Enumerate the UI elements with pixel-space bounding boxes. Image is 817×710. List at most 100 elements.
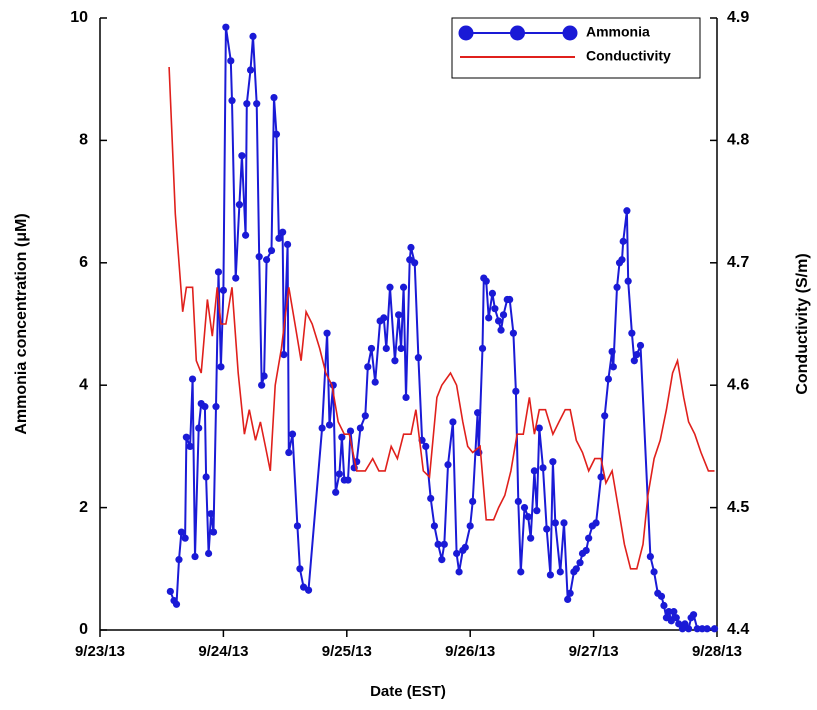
data-point (166, 587, 174, 596)
data-point (391, 357, 399, 365)
data-point (422, 442, 430, 450)
data-point (576, 559, 584, 567)
data-point (582, 546, 590, 555)
y-tick-label: 4 (79, 376, 88, 393)
data-point (260, 372, 268, 380)
data-point (535, 424, 543, 432)
data-point (672, 614, 680, 622)
data-point (609, 363, 617, 371)
data-point (188, 375, 197, 383)
data-point (332, 488, 340, 496)
data-point (279, 228, 287, 236)
data-point (177, 528, 186, 536)
data-point (657, 592, 666, 600)
y2-tick-label: 4.6 (727, 376, 749, 393)
data-point (275, 234, 283, 242)
data-point (556, 568, 564, 576)
data-point (182, 433, 190, 441)
data-point (592, 519, 600, 527)
data-point (204, 549, 213, 558)
data-point (517, 568, 525, 576)
data-point (660, 601, 668, 610)
data-point (227, 57, 235, 65)
data-point (285, 448, 293, 457)
data-point (478, 344, 487, 353)
data-point (689, 611, 698, 619)
y-tick-label: 0 (79, 621, 88, 638)
data-point (560, 519, 568, 527)
data-point (195, 424, 203, 432)
data-point (665, 608, 673, 616)
data-point (444, 461, 452, 469)
data-point (698, 625, 706, 633)
data-point (386, 283, 394, 291)
y-tick-label: 2 (79, 499, 88, 516)
data-point (624, 277, 632, 285)
data-point (335, 470, 343, 478)
data-point (222, 23, 230, 31)
data-point (449, 418, 457, 426)
data-point (181, 534, 189, 542)
data-point (414, 354, 422, 362)
data-point (272, 130, 281, 138)
data-point (304, 586, 313, 594)
data-point (543, 525, 551, 533)
data-point (512, 387, 520, 395)
y2-axis-label: Conductivity (S/m) (794, 253, 811, 394)
data-point (710, 625, 719, 633)
data-point (474, 409, 482, 417)
data-point (551, 519, 559, 527)
x-tick-label: 9/27/13 (569, 643, 619, 660)
data-point (453, 549, 461, 558)
data-point (235, 201, 244, 209)
data-point (438, 556, 446, 564)
data-point (430, 522, 439, 530)
data-point (407, 243, 415, 252)
legend-marker (562, 25, 578, 41)
data-point (509, 329, 517, 337)
data-point (613, 283, 621, 291)
y2-tick-label: 4.9 (727, 9, 749, 26)
data-point (201, 403, 209, 411)
data-point (255, 253, 263, 261)
data-point (202, 473, 210, 481)
data-point (228, 97, 236, 105)
data-point (497, 326, 505, 334)
data-point (623, 207, 631, 215)
x-tick-label: 9/23/13 (75, 643, 125, 660)
data-point (242, 231, 250, 239)
data-point (628, 329, 636, 337)
data-point (630, 357, 638, 365)
data-point (566, 589, 574, 597)
data-point (175, 556, 183, 564)
data-point (601, 412, 609, 420)
x-tick-label: 9/26/13 (445, 643, 495, 660)
data-point (267, 246, 276, 255)
data-point (633, 351, 641, 359)
data-point (619, 237, 627, 245)
data-point (288, 430, 297, 438)
data-point (243, 100, 251, 108)
data-point (618, 256, 626, 264)
data-point (440, 540, 448, 548)
y2-tick-label: 4.7 (727, 254, 749, 271)
data-point (246, 66, 255, 74)
y-tick-label: 6 (79, 254, 88, 271)
data-point (427, 494, 435, 503)
data-point (172, 600, 181, 608)
data-point (356, 424, 364, 432)
data-point (608, 347, 616, 356)
data-point (283, 240, 292, 249)
data-point (491, 305, 499, 313)
data-point (397, 344, 405, 353)
legend-label: Ammonia (586, 24, 650, 40)
data-point (411, 259, 419, 267)
data-point (323, 329, 331, 337)
y2-tick-label: 4.5 (727, 499, 749, 516)
data-point (380, 314, 388, 322)
y2-tick-label: 4.8 (727, 132, 749, 149)
data-point (338, 433, 346, 441)
data-point (681, 620, 689, 628)
data-point (364, 363, 372, 371)
data-point (296, 565, 304, 573)
